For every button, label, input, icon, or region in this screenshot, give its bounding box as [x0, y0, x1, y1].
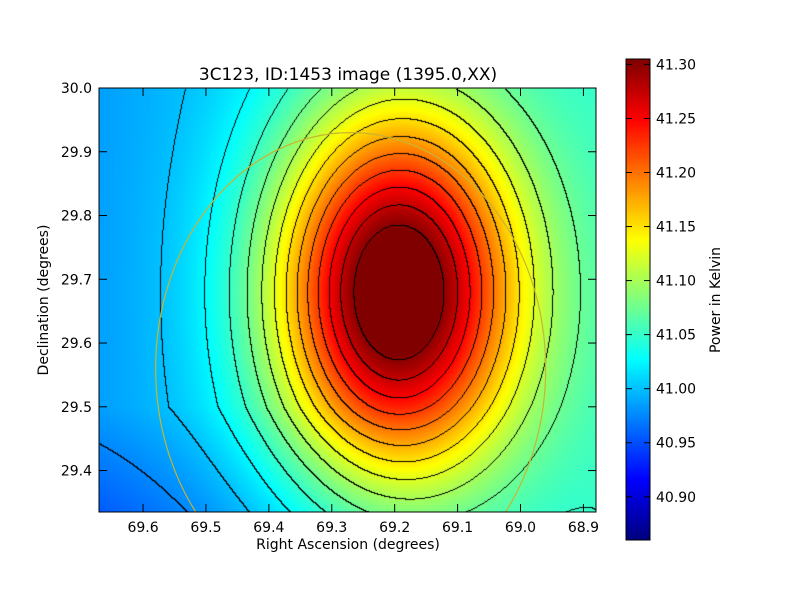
heatmap-image — [99, 88, 596, 512]
y-tick-label: 29.4 — [61, 464, 92, 480]
colorbar-tick-label: 40.95 — [656, 436, 696, 452]
x-tick-label: 68.9 — [568, 520, 599, 536]
beam-circle-layer — [155, 132, 547, 512]
colorbar-tick-label: 41.15 — [656, 220, 696, 236]
colorbar-tick-label: 41.25 — [656, 111, 696, 127]
y-tick-label: 29.8 — [61, 209, 92, 225]
colorbar-tick-label: 41.20 — [656, 165, 696, 181]
colorbar-tick-label: 41.00 — [656, 382, 696, 398]
y-axis-label: Declination (degrees) — [36, 225, 52, 376]
y-tick-label: 29.5 — [61, 400, 92, 416]
colorbar-tick-label: 41.30 — [656, 57, 696, 73]
colorbar-frame — [625, 58, 651, 541]
x-tick-label: 69.0 — [505, 520, 536, 536]
colorbar-gradient — [626, 59, 650, 540]
x-tick-label: 69.3 — [316, 520, 347, 536]
y-tick-label: 30.0 — [61, 81, 92, 97]
plot-frame — [98, 87, 597, 513]
x-tick-label: 69.5 — [190, 520, 221, 536]
colorbar-label: Power in Kelvin — [708, 247, 724, 353]
colorbar-tick-label: 40.90 — [656, 490, 696, 506]
x-axis-label: Right Ascension (degrees) — [256, 537, 440, 553]
x-tick-label: 69.6 — [127, 520, 158, 536]
colorbar-ticks: 40.90 40.95 41.00 41.05 41.10 41.15 41.20 41.25… — [626, 57, 696, 506]
y-tick-label: 29.6 — [61, 336, 92, 352]
chart-title: 3C123, ID:1453 image (1395.0,XX) — [199, 65, 497, 85]
colorbar-tick-label: 41.10 — [656, 274, 696, 290]
y-axis-ticks: 29.4 29.5 29.6 29.7 29.8 29.9 30.0 — [61, 81, 596, 480]
x-tick-label: 69.1 — [442, 520, 473, 536]
y-tick-label: 29.9 — [61, 145, 92, 161]
y-tick-label: 29.7 — [61, 272, 92, 288]
x-tick-label: 69.4 — [253, 520, 284, 536]
x-tick-label: 69.2 — [379, 520, 410, 536]
beam-circle — [155, 132, 547, 512]
colorbar-tick-label: 41.05 — [656, 328, 696, 344]
x-axis-ticks: 69.6 69.5 69.4 69.3 69.2 69.1 69.0 68.9 — [127, 88, 599, 536]
